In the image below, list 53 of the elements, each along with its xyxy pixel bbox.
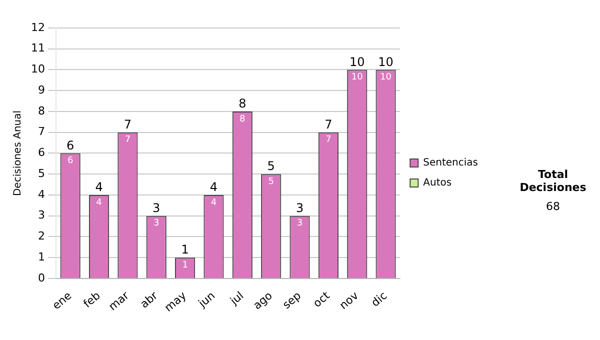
y-tick-label: 9 (38, 83, 45, 96)
x-tick-label: jul (227, 289, 246, 308)
data-label: 7 (326, 135, 332, 146)
x-tick-label: nov (337, 288, 362, 312)
y-tick-label: 1 (38, 250, 45, 264)
y-tick-label: 6 (38, 146, 45, 160)
data-label: 6 (67, 156, 74, 166)
y-tick-label: 10 (30, 62, 45, 76)
total-label: 6 (66, 138, 74, 152)
x-tick-label: ago (250, 288, 276, 312)
y-tick-label: 7 (38, 125, 45, 138)
x-tick-label: mar (106, 288, 132, 314)
total-label: 8 (238, 96, 246, 111)
data-label: 7 (124, 135, 131, 146)
data-label: 1 (182, 260, 188, 270)
x-tick-label: abr (138, 288, 160, 311)
y-tick-label: 3 (38, 208, 45, 222)
y-tick-label: 2 (38, 230, 45, 243)
y-tick-label: 8 (38, 104, 45, 118)
data-label: 10 (351, 72, 364, 83)
data-label: 5 (268, 176, 274, 187)
total-label: 7 (124, 118, 132, 132)
total-label: 10 (378, 54, 394, 69)
total-label: 4 (210, 180, 218, 194)
data-label: 3 (296, 218, 303, 229)
total-label: 1 (181, 242, 189, 257)
y-tick-label: 4 (38, 188, 45, 201)
text: 68 (545, 200, 561, 213)
data-label: 3 (154, 218, 160, 229)
total-label: 7 (324, 118, 332, 132)
y-tick-label: 5 (38, 166, 45, 180)
total-label: 10 (349, 54, 365, 69)
y-axis-title: Decisiones Anual (12, 110, 24, 196)
total-label: 3 (296, 201, 304, 215)
total-label: 5 (267, 159, 275, 174)
data-label: 8 (240, 114, 246, 124)
y-tick-label: 11 (30, 42, 45, 55)
total-label: 4 (95, 180, 103, 194)
data-label: 4 (210, 198, 217, 208)
x-tick-label: sep (280, 289, 304, 312)
data-label: 10 (380, 72, 392, 83)
x-tick-label: jun (195, 289, 218, 311)
data-label: 4 (96, 198, 102, 208)
legend-label: Autos (423, 178, 452, 189)
y-tick-label: 12 (30, 20, 45, 34)
y-tick-label: 0 (38, 271, 45, 284)
total-label: 3 (152, 201, 160, 215)
x-tick-label: dic (368, 289, 390, 310)
x-tick-label: feb (80, 289, 103, 310)
legend-label: Sentencias (423, 158, 478, 169)
text: Total Decisiones (518, 168, 588, 194)
x-tick-label: oct (310, 288, 333, 310)
x-tick-label: ene (50, 288, 74, 312)
